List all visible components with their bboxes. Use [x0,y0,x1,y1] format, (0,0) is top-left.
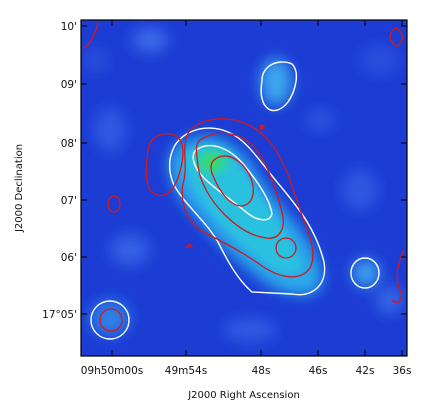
map-image [81,20,407,356]
white-contour-north [260,61,298,112]
x-tick-label: 42s [356,365,375,377]
red-contour-nw [83,21,99,49]
red-contour-west [145,133,184,197]
x-tick-label: 09h50m00s [81,365,143,377]
x-tick-label: 48s [252,365,271,377]
red-contour-ne [389,27,403,47]
red-contour-inner [210,155,254,207]
red-contours [83,21,405,332]
y-tick-labels: 10' 09' 08' 07' 06' 17°05' [42,21,77,321]
y-tick-label: 09' [61,79,77,91]
x-tick-label: 49m54s [165,365,207,377]
beam-inner [99,308,123,332]
y-tick-label: 17°05' [42,309,77,321]
red-contour-se [391,249,405,304]
plot-frame [80,19,408,357]
beam-outer [90,300,130,340]
red-contour-small [107,195,121,213]
y-tick-label: 06' [61,252,77,264]
white-contour-inner [192,145,273,221]
x-axis-title: J2000 Right Ascension [187,390,300,401]
background-noise [83,28,404,342]
x-tick-label: 36s [393,365,412,377]
y-axis-title: J2000 Declination [14,144,25,233]
red-contour-outer [181,118,314,278]
y-tick-label: 08' [61,138,77,150]
y-tick-label: 10' [61,21,77,33]
frame-ticks [81,20,407,356]
red-contour-mark [184,243,194,248]
red-contour-dot [259,124,265,130]
x-tick-label: 46s [309,365,328,377]
red-contour-mid [195,132,284,239]
y-tick-label: 07' [61,195,77,207]
white-contour-east [350,257,380,289]
x-tick-labels: 09h50m00s 49m54s 48s 46s 42s 36s [81,365,412,377]
red-contour-knot [275,237,297,259]
